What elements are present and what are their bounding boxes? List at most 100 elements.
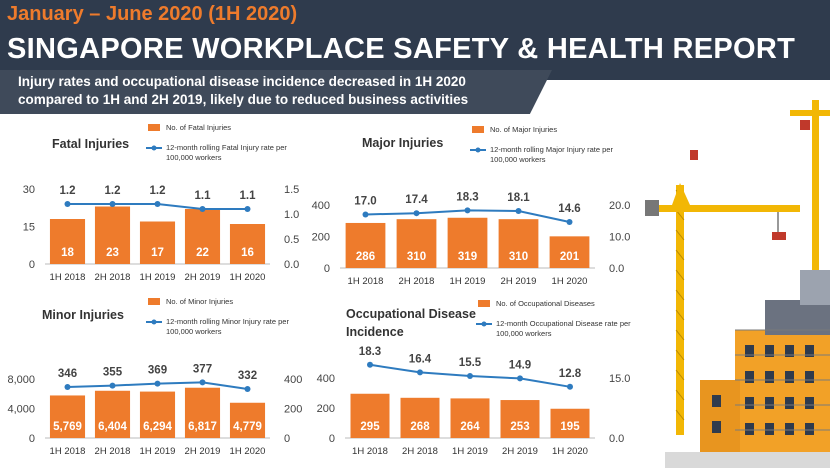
rate-value-label: 15.5 [459,357,482,369]
crane-lattice [675,289,685,301]
building-window [765,345,774,357]
report-subtitle: Injury rates and occupational disease in… [18,73,538,109]
rate-point [362,211,369,218]
legend-label-line-cont: 100,000 workers [166,153,222,162]
legend-marker-line [481,321,487,327]
right-axis-tick: 0.0 [609,263,624,275]
crane-mast [676,185,684,435]
chart-title: Fatal Injuries [52,137,129,151]
bar-value-label: 4,779 [233,421,262,433]
rate-value-label: 12.8 [559,368,582,380]
legend-label-line: 12-month Occupational Disease rate per [496,319,631,328]
rate-value-label: 18.3 [456,191,478,203]
right-axis-tick: 0.0 [609,433,624,445]
x-axis-tick: 2H 2018 [95,272,131,283]
bar [229,402,266,438]
building-window [745,345,754,357]
bar-value-label: 18 [61,247,74,259]
legend-label-line: 12-month rolling Minor Injury rate per [166,317,289,326]
x-axis-tick: 1H 2018 [50,446,86,457]
legend-label-line-cont: 100,000 workers [496,329,552,338]
bar-value-label: 201 [560,251,580,263]
bar [350,393,390,438]
bar [49,395,86,438]
legend-marker-line [151,145,157,151]
right-axis-tick: 1.5 [284,184,299,196]
rate-value-label: 1.1 [195,190,212,202]
crane-lattice [675,249,685,261]
x-axis-tick: 1H 2018 [348,276,384,287]
x-axis-tick: 1H 2019 [140,446,176,457]
legend-label-bar: No. of Major Injuries [490,125,557,134]
legend-label-line-cont: 100,000 workers [166,327,222,336]
building-scaffold-grey [765,300,830,335]
rate-point [244,386,251,393]
chart-title: Occupational Disease [346,307,476,321]
x-axis-tick: 1H 2020 [552,276,588,287]
bar [139,221,176,264]
right-axis-tick: 0 [284,433,290,445]
report-period: January – June 2020 (1H 2020) [7,3,298,25]
crane-load-2 [800,120,810,130]
rate-value-label: 14.9 [509,359,531,371]
rate-value-label: 14.6 [558,203,580,215]
bar [447,217,488,268]
bar-value-label: 310 [407,251,426,263]
left-axis-tick: 400 [317,373,335,385]
rate-point [64,201,71,207]
building-window [765,423,774,435]
right-axis-tick: 0.0 [284,259,299,271]
rate-point [199,206,206,212]
rate-point [517,375,523,382]
ground [665,452,830,468]
building-window [745,423,754,435]
x-axis-tick: 2H 2018 [399,276,435,287]
bar-value-label: 17 [151,247,164,259]
rate-value-label: 346 [58,368,77,380]
x-axis-tick: 2H 2019 [185,446,221,457]
crane-lattice [675,409,685,421]
x-axis-tick: 1H 2018 [352,446,388,457]
bar [184,209,221,264]
bar-value-label: 23 [106,247,119,259]
rate-point [566,219,573,226]
legend-label-bar: No. of Occupational Diseases [496,299,595,308]
bar [498,219,539,268]
legend-swatch-bar [472,126,484,133]
bar [400,397,440,438]
left-axis-tick: 200 [317,403,335,415]
building-window [805,397,814,409]
subtitle-line-1: Injury rates and occupational disease in… [18,74,466,89]
rate-point [413,210,420,217]
rate-value-label: 377 [193,363,212,375]
rate-value-label: 16.4 [409,353,432,365]
building-window [785,371,794,383]
x-axis-tick: 1H 2020 [230,272,266,283]
subtitle-line-2: compared to 1H and 2H 2019, likely due t… [18,92,469,107]
right-axis-tick: 20.0 [609,200,630,212]
bar [450,398,490,438]
bar [229,224,266,264]
rate-value-label: 18.3 [359,346,381,358]
rate-point [367,361,373,368]
rate-point [244,206,251,212]
left-axis-tick: 15 [23,222,35,234]
rate-point [515,207,522,214]
chart-3: Minor Injuries No. of Minor Injuries 12-mo… [7,297,302,457]
bar-value-label: 22 [196,247,209,259]
rate-value-label: 17.4 [405,194,428,206]
x-axis-tick: 1H 2019 [450,276,486,287]
bar-value-label: 310 [509,251,528,263]
x-axis-tick: 1H 2019 [452,446,488,457]
legend-label-line: 12-month rolling Fatal Injury rate per [166,143,287,152]
construction-illustration [645,100,830,468]
crane-cabin [690,150,698,160]
right-axis-tick: 400 [284,374,302,386]
chart-1: Fatal Injuries No. of Fatal Injuries 12-mo… [23,123,300,283]
left-axis-tick: 400 [312,200,330,212]
rate-value-label: 1.2 [150,185,166,197]
bar-value-label: 5,769 [53,421,82,433]
left-axis-tick: 0 [29,433,35,445]
crane-load [772,232,786,240]
bar [345,222,386,268]
